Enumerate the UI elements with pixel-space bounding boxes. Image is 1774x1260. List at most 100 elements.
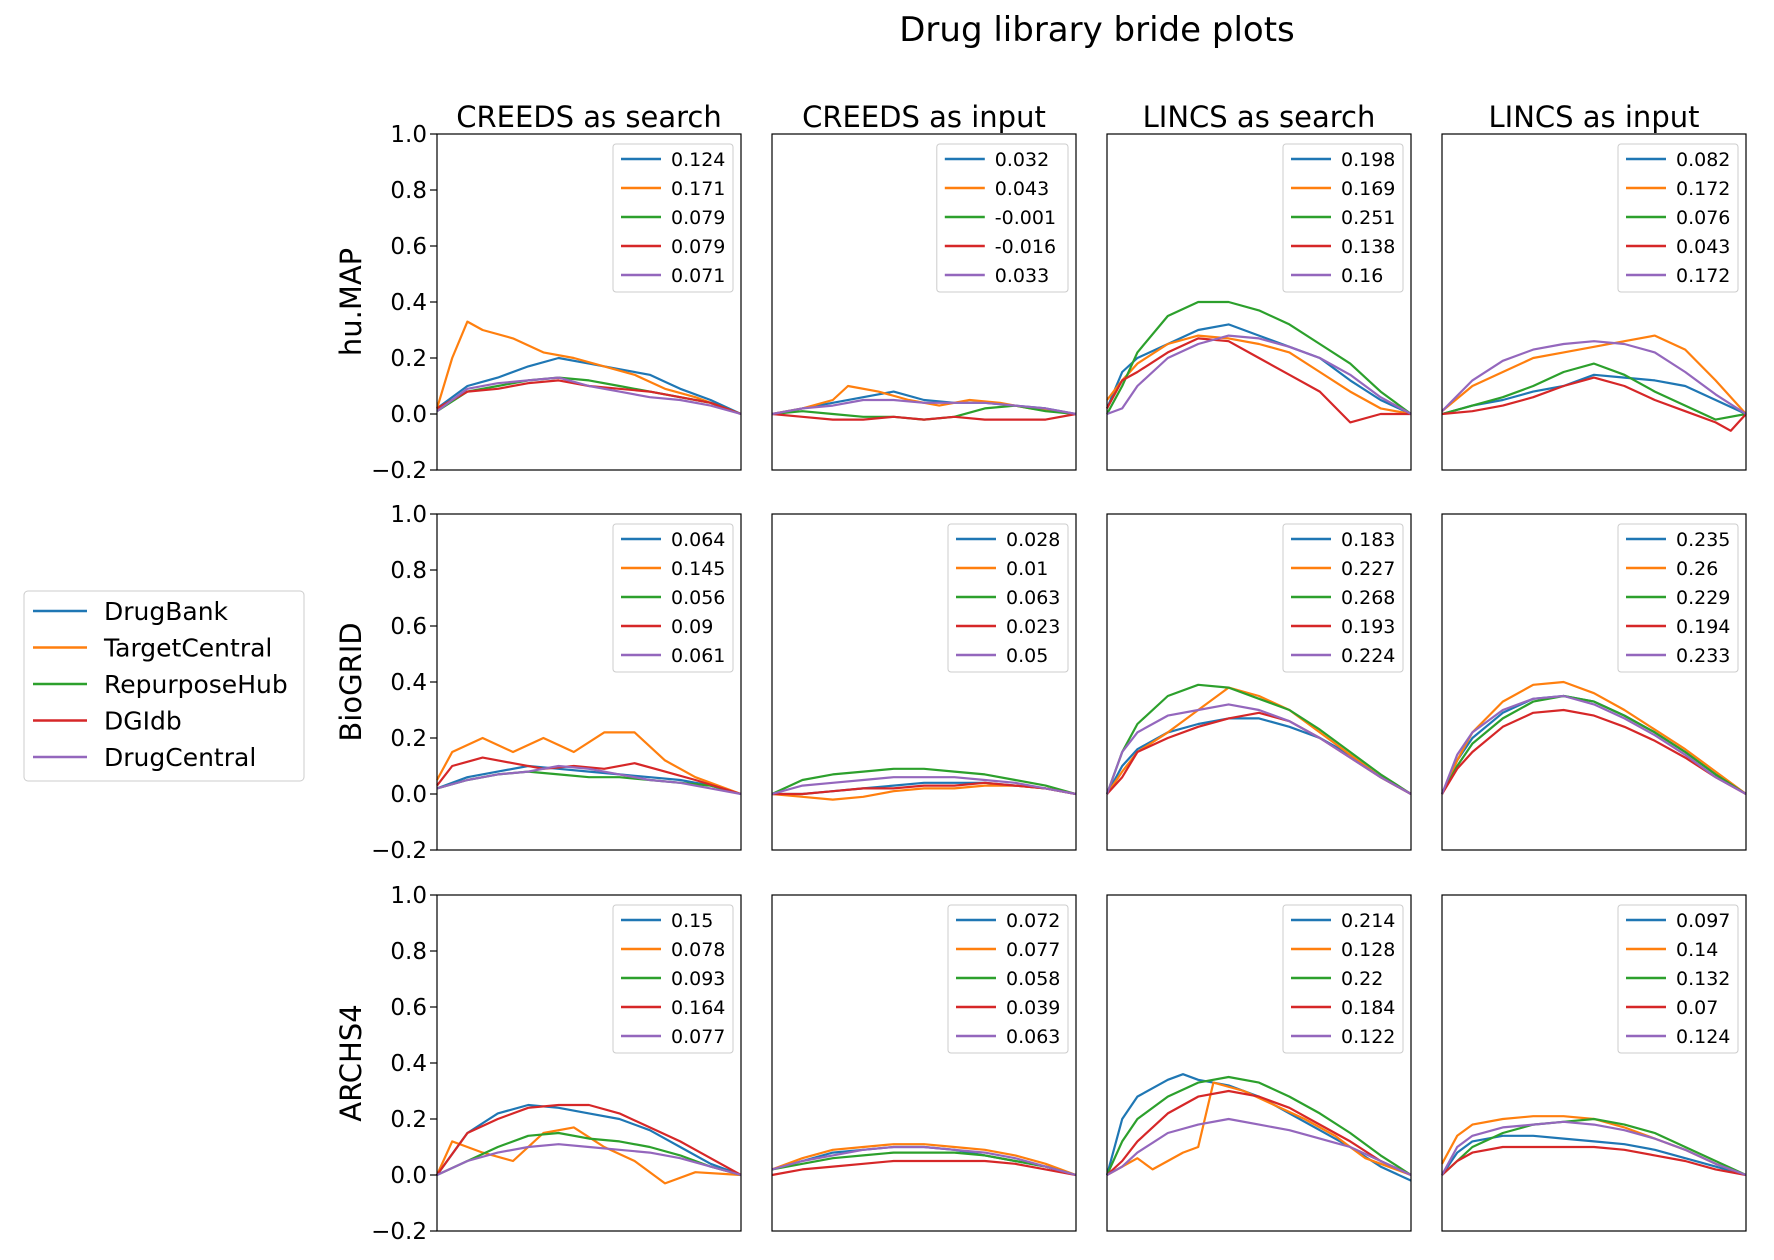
panel-frame: [1106, 513, 1412, 851]
panel-legend-box: [1282, 904, 1404, 1054]
series-line-drugcentral: [1441, 1120, 1747, 1177]
series-line-drugbank: [1106, 717, 1412, 795]
series-line-drugcentral: [1440, 694, 1747, 795]
legend-value: 0.032: [995, 149, 1049, 171]
panel-legend-box: [612, 523, 734, 673]
y-tick-label: −0.2: [371, 838, 427, 864]
legend-value: 0.164: [671, 997, 725, 1019]
series-line-targetcentral: [1106, 1081, 1412, 1177]
y-tick-label: 0.4: [390, 670, 427, 696]
panel-legend: 0.082 0.172 0.076 0.043 0.172: [1617, 143, 1739, 293]
legend-value: 0.145: [671, 558, 725, 580]
panel-legend: 0.064 0.145 0.056 0.09 0.061: [612, 523, 734, 673]
main-legend-box: [23, 590, 305, 782]
legend-value: 0.064: [671, 529, 725, 551]
legend-value: 0.132: [1676, 968, 1730, 990]
legend-value: 0.122: [1341, 1026, 1395, 1048]
series-line-targetcentral: [771, 1143, 1077, 1177]
legend-value: 0.097: [1676, 910, 1730, 932]
row-labels: hu.MAP BioGRID ARCHS4: [334, 248, 368, 1122]
legend-value: 0.184: [1341, 997, 1395, 1019]
row-label-hu-map: hu.MAP: [334, 248, 368, 356]
legend-value: 0.128: [1341, 939, 1395, 961]
series-line-targetcentral: [1106, 334, 1412, 416]
panel-frame: [771, 894, 1077, 1232]
main-legend-label-targetcentral: TargetCentral: [103, 634, 272, 663]
panel-legend-box: [936, 143, 1069, 293]
y-tick-label: −0.2: [371, 458, 427, 484]
legend-value: 0.214: [1341, 910, 1395, 932]
panel-biogrid-creeds-as-search: −0.20.00.20.40.60.81.00.0640.1450.0560.0…: [371, 502, 742, 864]
legend-value: 0.072: [1006, 910, 1060, 932]
series-line-drugcentral: [771, 776, 1077, 796]
y-tick-label: 0.2: [390, 346, 427, 372]
y-tick-label: 0.2: [390, 1107, 427, 1133]
row-label-biogrid: BioGRID: [334, 622, 368, 741]
y-tick-label: 1.0: [390, 122, 427, 148]
series-line-drugbank: [1440, 694, 1747, 795]
series-line-dgidb: [771, 1159, 1077, 1177]
legend-value: 0.235: [1676, 529, 1730, 551]
legend-value: 0.056: [671, 587, 725, 609]
series-line-drugbank: [1441, 1134, 1747, 1177]
legend-value: 0.078: [671, 939, 725, 961]
series-line-targetcentral: [1441, 334, 1747, 415]
main-legend-label-drugbank: DrugBank: [104, 597, 229, 626]
legend-value: 0.05: [1006, 645, 1048, 667]
series-line-dgidb: [1441, 708, 1747, 795]
panel-frame: [1441, 894, 1747, 1232]
panel-archs4-creeds-as-input: 0.072 0.077 0.058 0.039 0.063: [771, 894, 1077, 1232]
figure-title: Drug library bride plots: [899, 10, 1294, 50]
panel-hu-map-lincs-as-search: 0.198 0.169 0.251 0.138 0.16: [1105, 133, 1412, 471]
legend-value: 0.224: [1341, 645, 1395, 667]
series-line-drugbank: [436, 1103, 742, 1177]
legend-value: 0.171: [671, 178, 725, 200]
panel-legend-box: [612, 143, 734, 293]
legend-value: 0.058: [1006, 968, 1060, 990]
panel-archs4-creeds-as-search: −0.2 0.0 0.2 0.4 0.6 0.8 1.0 0.15 0.078 0.093 0.16…: [371, 883, 742, 1245]
legend-value: 0.082: [1676, 149, 1730, 171]
main-legend-label-drugcentral: DrugCentral: [104, 743, 256, 772]
legend-value: 0.251: [1341, 207, 1395, 229]
legend-value: 0.063: [1006, 587, 1060, 609]
legend-value: 0.138: [1341, 236, 1395, 258]
panel-frame: [771, 513, 1077, 851]
series-line-targetcentral: [435, 320, 742, 416]
series-line-drugcentral: [436, 1143, 742, 1177]
y-tick-label: 0.8: [390, 558, 427, 584]
series-line-repurposehub: [1105, 1075, 1412, 1176]
panel-biogrid-lincs-as-search: 0.183 0.227 0.268 0.193 0.224: [1105, 513, 1412, 851]
legend-value: 0.172: [1676, 178, 1730, 200]
legend-value: 0.09: [671, 616, 713, 638]
series-line-drugcentral: [1106, 334, 1412, 416]
y-tick-label: 0.6: [390, 234, 427, 260]
legend-value: -0.001: [995, 207, 1056, 229]
series-line-dgidb: [436, 1103, 742, 1176]
legend-value: 0.229: [1676, 587, 1730, 609]
legend-value: 0.043: [995, 178, 1049, 200]
panels: −0.2 0.0 0.2 0.4 0.6 0.8 1.0 0.124 0.171 0.079 0.0…: [371, 122, 1747, 1245]
legend-value: 0.07: [1676, 997, 1718, 1019]
column-title-lincs-as-search: LINCS as search: [1143, 100, 1376, 134]
series-line-repurposehub: [1105, 683, 1412, 795]
column-title-creeds-as-input: CREEDS as input: [802, 100, 1046, 134]
legend-value: 0.169: [1341, 178, 1395, 200]
legend-value: 0.124: [1676, 1026, 1730, 1048]
series-line-drugcentral: [436, 376, 742, 416]
series-line-drugcentral: [1106, 1117, 1412, 1176]
series-line-dgidb: [1441, 1145, 1747, 1177]
legend-value: 0.071: [671, 265, 725, 287]
panel-legend: 0.198 0.169 0.251 0.138 0.16: [1282, 143, 1404, 293]
series-line-drugbank: [436, 764, 742, 796]
legend-value: 0.26: [1676, 558, 1718, 580]
panel-legend-box: [947, 904, 1069, 1054]
main-legend: DrugBank TargetCentral RepurposeHub DGIdb Dr…: [23, 590, 305, 782]
series-line-dgidb: [436, 756, 742, 796]
main-legend-label-repurposehub: RepurposeHub: [104, 670, 288, 699]
y-tick-label: 0.0: [390, 1163, 427, 1189]
main-legend-label-dgidb: DGIdb: [104, 707, 182, 736]
panel-frame: [771, 133, 1077, 471]
panel-legend: 0.15 0.078 0.093 0.164 0.077: [612, 904, 734, 1054]
panel-frame: [1441, 133, 1747, 471]
legend-value: 0.16: [1341, 265, 1383, 287]
